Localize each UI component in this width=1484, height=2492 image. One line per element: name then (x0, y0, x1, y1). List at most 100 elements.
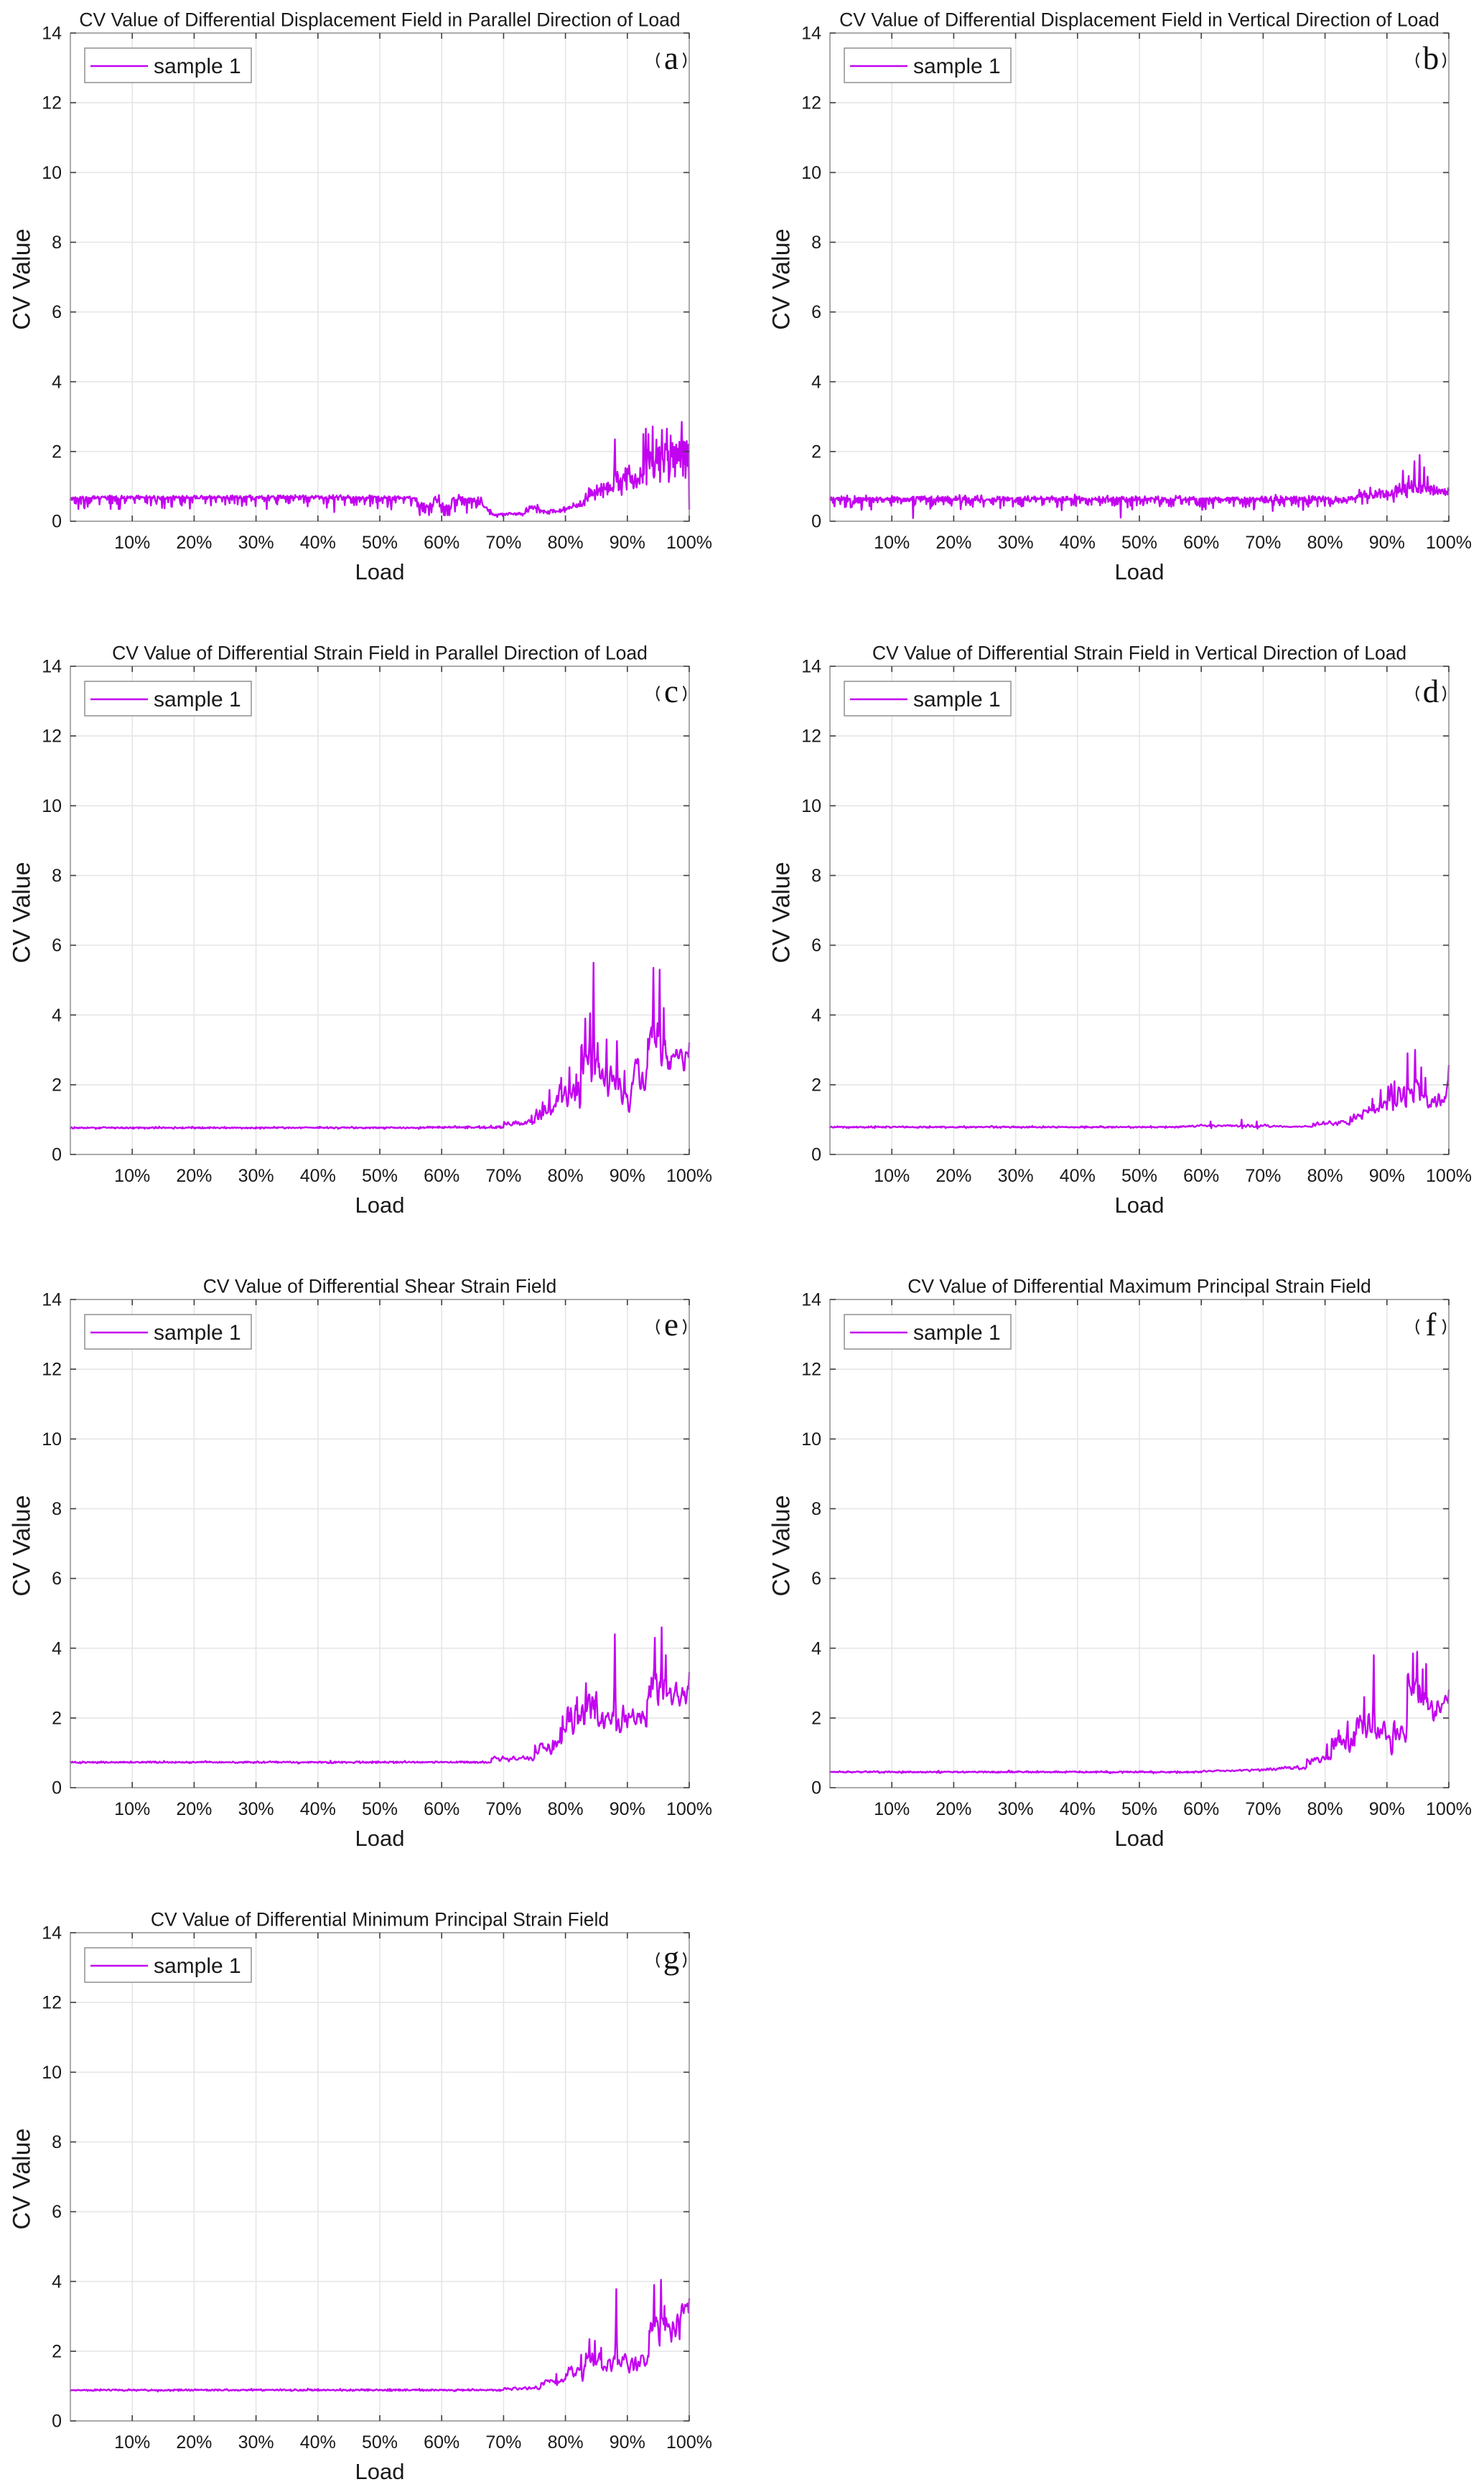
svg-text:14: 14 (801, 24, 821, 44)
svg-text:10%: 10% (114, 1166, 150, 1186)
svg-text:20%: 20% (935, 533, 971, 553)
svg-text:60%: 60% (1183, 1166, 1219, 1186)
svg-text:12: 12 (42, 93, 62, 113)
svg-text:Load: Load (355, 559, 405, 584)
svg-text:100%: 100% (1426, 533, 1472, 553)
svg-text:12: 12 (42, 1993, 62, 2013)
svg-text:50%: 50% (362, 1166, 398, 1186)
svg-text:14: 14 (42, 24, 62, 44)
svg-text:Load: Load (355, 1193, 405, 1218)
svg-text:2: 2 (52, 442, 62, 462)
svg-text:20%: 20% (935, 1166, 971, 1186)
svg-text:2: 2 (811, 1709, 821, 1729)
svg-text:60%: 60% (424, 2432, 459, 2453)
svg-text:50%: 50% (362, 2432, 398, 2453)
svg-text:80%: 80% (548, 1166, 584, 1186)
svg-text:8: 8 (52, 2132, 62, 2152)
svg-text:10: 10 (42, 2063, 62, 2083)
svg-text:6: 6 (52, 2202, 62, 2222)
svg-text:6: 6 (811, 302, 821, 322)
svg-text:50%: 50% (362, 1799, 398, 1819)
svg-text:10: 10 (801, 163, 821, 183)
svg-text:10: 10 (42, 163, 62, 183)
svg-text:e: e (664, 1307, 678, 1343)
svg-text:Load: Load (355, 1826, 405, 1851)
svg-text:6: 6 (811, 1569, 821, 1589)
svg-text:10%: 10% (114, 2432, 150, 2453)
svg-text:8: 8 (811, 1499, 821, 1519)
svg-text:80%: 80% (1307, 533, 1343, 553)
svg-text:70%: 70% (485, 2432, 521, 2453)
svg-text:12: 12 (801, 1360, 821, 1380)
svg-text:4: 4 (811, 1638, 821, 1658)
svg-text:8: 8 (811, 866, 821, 886)
svg-text:10: 10 (801, 1429, 821, 1450)
svg-text:sample 1: sample 1 (154, 1954, 241, 1978)
svg-text:14: 14 (42, 1290, 62, 1310)
svg-text:30%: 30% (998, 1799, 1034, 1819)
svg-text:70%: 70% (1245, 533, 1281, 553)
svg-text:50%: 50% (1121, 1166, 1157, 1186)
svg-text:90%: 90% (610, 533, 645, 553)
svg-text:0: 0 (52, 512, 62, 532)
svg-text:6: 6 (52, 1569, 62, 1589)
svg-text:10%: 10% (114, 533, 150, 553)
svg-text:0: 0 (811, 1778, 821, 1798)
svg-text:8: 8 (811, 233, 821, 253)
svg-text:60%: 60% (424, 1166, 459, 1186)
svg-text:0: 0 (811, 512, 821, 532)
svg-text:20%: 20% (176, 533, 212, 553)
svg-text:CV Value: CV Value (9, 228, 36, 330)
svg-text:90%: 90% (1369, 1166, 1405, 1186)
svg-text:b: b (1423, 40, 1439, 76)
svg-text:30%: 30% (238, 1799, 274, 1819)
svg-text:12: 12 (42, 1360, 62, 1380)
svg-text:2: 2 (811, 1075, 821, 1096)
svg-text:sample 1: sample 1 (913, 688, 1001, 711)
svg-text:10%: 10% (114, 1799, 150, 1819)
svg-text:100%: 100% (666, 533, 712, 553)
svg-text:80%: 80% (548, 533, 584, 553)
svg-text:12: 12 (42, 727, 62, 747)
svg-text:60%: 60% (1183, 533, 1219, 553)
svg-text:CV Value of Differential Strai: CV Value of Differential Strain Field in… (112, 642, 648, 663)
svg-text:6: 6 (811, 935, 821, 956)
svg-text:20%: 20% (935, 1799, 971, 1819)
svg-text:40%: 40% (300, 1166, 336, 1186)
svg-text:50%: 50% (362, 533, 398, 553)
svg-text:14: 14 (42, 1923, 62, 1943)
svg-text:CV Value: CV Value (9, 2128, 36, 2229)
svg-text:CV Value: CV Value (768, 1495, 795, 1596)
svg-text:g: g (663, 1940, 680, 1976)
svg-text:80%: 80% (1307, 1166, 1343, 1186)
svg-text:20%: 20% (176, 1166, 212, 1186)
svg-text:30%: 30% (238, 533, 274, 553)
svg-text:90%: 90% (1369, 1799, 1405, 1819)
svg-text:c: c (664, 673, 678, 709)
svg-text:2: 2 (52, 1709, 62, 1729)
svg-text:6: 6 (52, 935, 62, 956)
svg-text:4: 4 (52, 2272, 62, 2292)
svg-text:10: 10 (801, 796, 821, 816)
svg-text:10: 10 (42, 1429, 62, 1450)
svg-text:20%: 20% (176, 1799, 212, 1819)
svg-text:100%: 100% (1426, 1166, 1472, 1186)
svg-text:CV Value: CV Value (9, 862, 36, 963)
svg-text:90%: 90% (1369, 533, 1405, 553)
svg-text:CV Value of Differential Maxim: CV Value of Differential Maximum Princip… (907, 1275, 1371, 1297)
svg-text:90%: 90% (610, 1799, 645, 1819)
svg-text:Load: Load (1115, 559, 1165, 584)
svg-text:8: 8 (52, 866, 62, 886)
svg-text:30%: 30% (998, 533, 1034, 553)
svg-text:100%: 100% (666, 1166, 712, 1186)
svg-text:10%: 10% (874, 1799, 910, 1819)
svg-text:30%: 30% (238, 2432, 274, 2453)
svg-text:80%: 80% (548, 1799, 584, 1819)
svg-text:12: 12 (801, 727, 821, 747)
svg-text:20%: 20% (176, 2432, 212, 2453)
svg-text:14: 14 (801, 657, 821, 677)
svg-text:0: 0 (811, 1145, 821, 1165)
svg-text:Load: Load (355, 2459, 405, 2484)
svg-text:50%: 50% (1121, 533, 1157, 553)
svg-text:CV Value of Differential Shear: CV Value of Differential Shear Strain Fi… (203, 1275, 556, 1297)
